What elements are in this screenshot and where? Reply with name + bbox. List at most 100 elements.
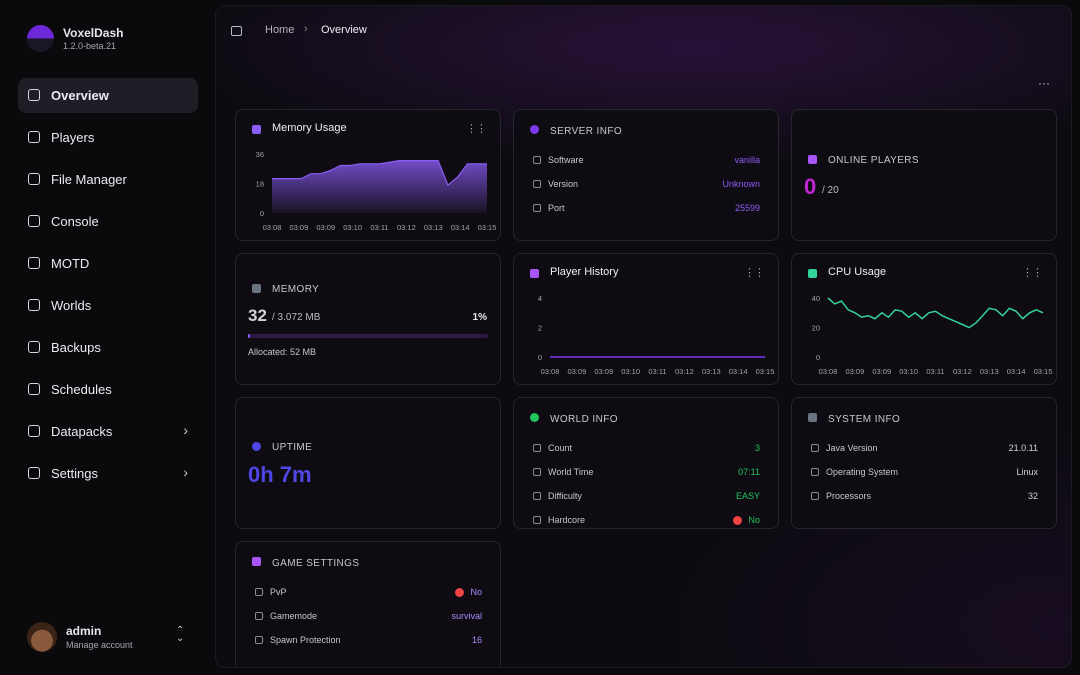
drag-handle[interactable]: ⋮⋮ [744,267,765,279]
row-label: Software [548,155,584,165]
cpu-usage-card: CPU Usage ⋮⋮ 0 20 40 03:08 03:09 03:09 03:10 03… [791,253,1057,385]
x-tick-label: 03:14 [1007,367,1026,376]
card-title: ONLINE PLAYERS [828,155,920,166]
memory-bar-track [248,334,488,338]
nav-label: Console [51,214,99,229]
row-label: World Time [548,467,594,477]
card-title: SERVER INFO [550,126,623,137]
x-tick-label: 03:11 [370,223,388,232]
row-icon [811,492,819,500]
row-icon [533,180,541,188]
user-subtitle[interactable]: Manage account [66,640,133,650]
x-tick-label: 03:13 [702,367,721,376]
nav-label: Overview [51,88,109,103]
breadcrumb-current: Overview [321,24,367,36]
row-value: No [748,515,760,525]
chart: 0 2 4 03:08 03:09 03:09 03:10 03:11 03:12 03:13 03… [538,294,775,376]
card-title: SYSTEM INFO [828,414,901,425]
row-label: Port [548,203,565,213]
info-row: Difficulty EASY [530,490,760,504]
x-tick-label: 03:12 [397,223,416,232]
card-title: WORLD INFO [550,414,618,425]
info-row: PvP No [252,586,482,600]
y-tick-label: 20 [812,324,820,333]
memory-total: / 3.072 MB [272,312,321,323]
card-icon [252,284,261,293]
x-tick-label: 03:14 [451,223,470,232]
card-icon [530,269,539,278]
uptime-value: 0h 7m [248,462,312,487]
info-row: Operating System Linux [808,466,1038,480]
breadcrumb-home[interactable]: Home [265,24,295,36]
x-tick-label: 03:08 [541,367,560,376]
line [272,160,487,187]
y-tick-label: 40 [812,294,820,303]
x-tick-label: 03:09 [845,367,864,376]
area [272,160,487,213]
memory-card: MEMORY 32 / 3.072 MB 1% Allocated: 52 MB [235,253,501,385]
world-info-card: WORLD INFO Count 3 World Time 07:11 Difficul… [513,397,779,529]
user-avatar [27,622,57,652]
card-icon [530,125,539,134]
nav-item[interactable]: Datapacks › [18,414,198,449]
nav-icon [28,173,40,185]
row-label: Difficulty [548,491,582,501]
row-icon [533,468,541,476]
info-row: Spawn Protection 16 [252,634,482,648]
nav-item[interactable]: File Manager [18,162,198,197]
y-tick-label: 0 [260,209,264,218]
x-tick-label: 03:11 [648,367,666,376]
more-menu[interactable]: ··· [1038,76,1050,90]
row-value: No [470,587,482,597]
drag-handle[interactable]: ⋮⋮ [1022,267,1043,279]
row-icon [533,204,541,212]
row-label: Operating System [826,467,899,477]
row-value: Linux [1016,467,1038,477]
card-title: MEMORY [272,284,320,295]
nav-item[interactable]: Settings › [18,456,198,491]
player-history-card: Player History ⋮⋮ 0 2 4 03:08 03:09 03:09 03:1… [513,253,779,385]
drag-handle[interactable]: ⋮⋮ [466,123,487,135]
user-menu-chevron[interactable]: ⌃ ⌄ [176,625,185,644]
x-tick-label: 03:15 [1034,367,1053,376]
card-title: Player History [550,266,619,278]
nav-item[interactable]: Worlds [18,288,198,323]
nav-icon [28,215,40,227]
x-tick-label: 03:11 [926,367,944,376]
row-value: 07:11 [738,467,760,477]
nav-label: Players [51,130,95,145]
nav-icon [28,89,40,101]
y-tick-label: 4 [538,294,542,303]
x-tick-label: 03:15 [756,367,775,376]
card-icon [808,269,817,278]
online-players-card: ONLINE PLAYERS 0 / 20 [791,109,1057,241]
user-name[interactable]: admin [66,624,102,638]
row-value: survival [451,611,482,621]
sidebar-toggle[interactable] [231,26,242,36]
x-tick-label: 03:10 [343,223,362,232]
nav-item[interactable]: Players [18,120,198,155]
row-value: 3 [754,443,760,453]
server-info-card: SERVER INFO Software vanilla Version Unknow… [513,109,779,241]
row-label: PvP [270,587,287,597]
nav-item[interactable]: Console [18,204,198,239]
status-icon [455,588,464,597]
nav-label: Datapacks [51,424,113,439]
status-icon [733,516,742,525]
y-tick-label: 18 [256,180,264,189]
nav-item[interactable]: MOTD [18,246,198,281]
nav-label: MOTD [51,256,90,271]
nav-item[interactable]: Overview [18,78,198,113]
main-panel: Home › Overview ··· Memory Usage ⋮⋮ 0 18 3… [215,5,1072,668]
info-row: World Time 07:11 [530,466,760,480]
x-tick-label: 03:15 [478,223,497,232]
nav-item[interactable]: Schedules [18,372,198,407]
nav-item[interactable]: Backups [18,330,198,365]
sidebar: VoxelDash 1.2.0-beta.21 Overview Players F… [0,0,215,675]
info-row: Gamemode survival [252,610,482,624]
card-title: UPTIME [272,442,313,453]
online-count: 0 [804,174,817,199]
nav-icon [28,299,40,311]
app-name: VoxelDash [63,26,124,40]
